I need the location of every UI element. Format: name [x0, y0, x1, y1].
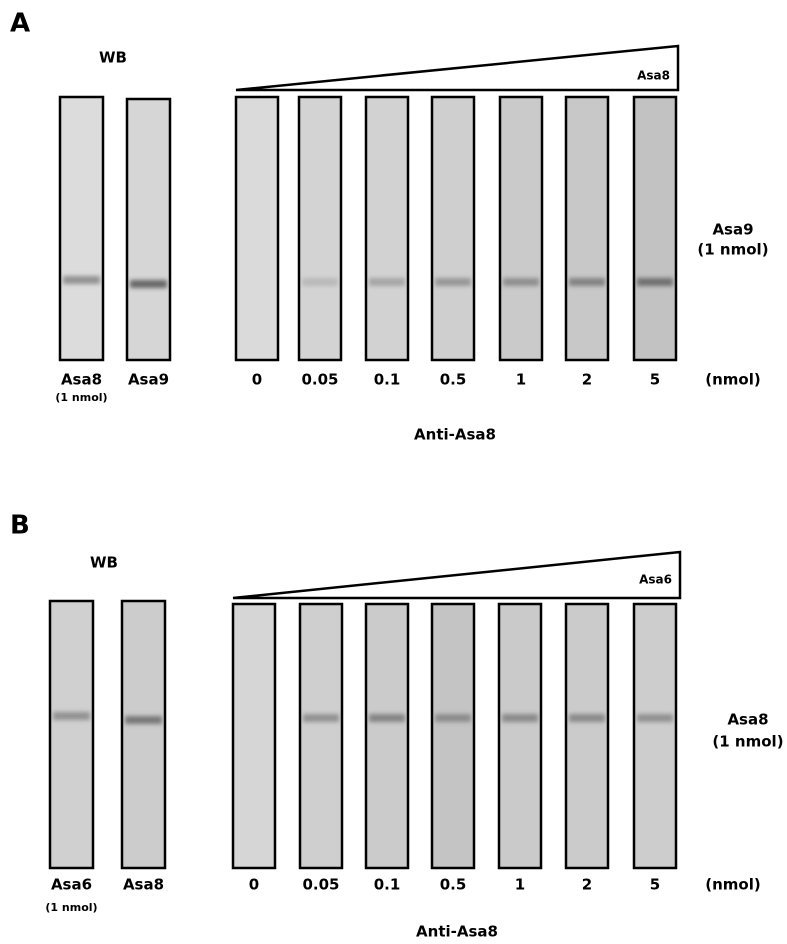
dose-label: 5 [650, 371, 660, 389]
side-label: Asa8 [727, 711, 768, 729]
lane-note: (1 nmol) [55, 391, 107, 404]
band [435, 278, 471, 286]
band [637, 278, 673, 286]
blot-strip [634, 604, 676, 868]
wb-strip [122, 601, 165, 868]
blot-strip [634, 97, 676, 360]
band [369, 714, 405, 722]
band [63, 276, 100, 284]
figure: A WB Asa8 (1 nmol) Asa9 Asa8 0 0.05 0.1 0.5 1 2 5 (nm… [0, 0, 787, 944]
blot-strip [233, 604, 275, 868]
dose-label: 0.05 [302, 876, 339, 894]
panel-label: A [10, 9, 30, 39]
antibody-label: Anti-Asa8 [416, 923, 498, 941]
blot-strip [500, 97, 542, 360]
blot-strip [566, 97, 608, 360]
dose-label: 0.1 [374, 876, 401, 894]
band [303, 714, 339, 722]
band [130, 280, 167, 288]
dose-label: 2 [582, 371, 592, 389]
antibody-label: Anti-Asa8 [414, 426, 496, 444]
band [569, 278, 605, 286]
band [302, 278, 338, 286]
blot-strip [432, 604, 474, 868]
dose-label: 0.5 [440, 371, 467, 389]
lane-label: Asa8 [123, 876, 164, 894]
band [637, 714, 673, 722]
wb-label: WB [90, 554, 118, 572]
wb-label: WB [99, 49, 127, 67]
band [369, 278, 405, 286]
blot-strip [299, 97, 341, 360]
blot-strip [366, 97, 408, 360]
band [503, 278, 539, 286]
lane-label: Asa8 [61, 371, 102, 389]
dose-label: 0 [252, 371, 262, 389]
blot-strip [300, 604, 342, 868]
wb-strip [127, 99, 170, 360]
panel-label: B [10, 511, 30, 541]
dose-label: 0.5 [440, 876, 467, 894]
lane-label: Asa6 [51, 876, 92, 894]
blot-strip [236, 97, 278, 360]
concentration-ramp [233, 552, 680, 598]
dose-label: 5 [650, 876, 660, 894]
wb-strip [50, 601, 93, 868]
dose-label: 0 [249, 876, 259, 894]
band [435, 714, 471, 722]
unit-label: (nmol) [705, 371, 760, 389]
ramp-label: Asa8 [637, 69, 670, 83]
blot-strip [366, 604, 408, 868]
unit-label: (nmol) [705, 876, 760, 894]
lane-note: (1 nmol) [45, 901, 97, 914]
dose-label: 0.1 [374, 371, 401, 389]
band [569, 714, 605, 722]
blot-strip [566, 604, 608, 868]
side-label: Asa9 [712, 221, 753, 239]
band [502, 714, 538, 722]
lane-label: Asa9 [128, 371, 169, 389]
band [53, 712, 90, 720]
concentration-ramp [236, 46, 678, 90]
side-label: (1 nmol) [697, 241, 768, 259]
dose-label: 1 [515, 876, 525, 894]
ramp-label: Asa6 [639, 573, 672, 587]
wb-strip [60, 97, 103, 360]
dose-label: 1 [516, 371, 526, 389]
dose-label: 2 [582, 876, 592, 894]
blot-strip [499, 604, 541, 868]
band [125, 716, 162, 724]
dose-label: 0.05 [301, 371, 338, 389]
blot-strip [432, 97, 474, 360]
side-label: (1 nmol) [712, 733, 783, 751]
